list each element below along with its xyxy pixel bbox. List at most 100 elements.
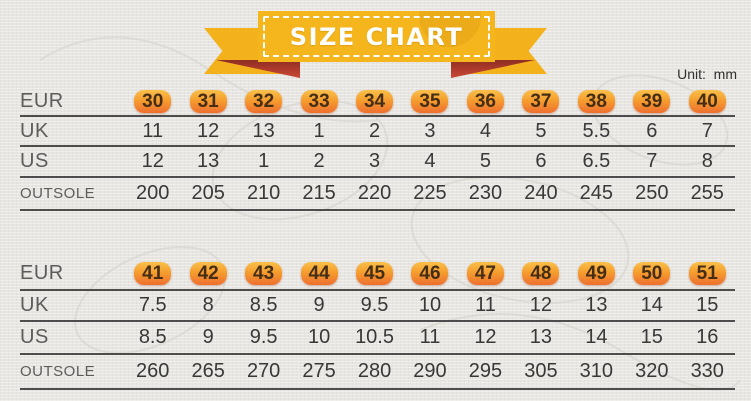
eur-size-badge: 30 xyxy=(134,89,172,113)
size-value: 47 xyxy=(458,261,513,285)
eur-size-badge: 37 xyxy=(522,89,560,113)
eur-size-badge: 35 xyxy=(411,89,449,113)
size-row-outsole: OUTSOLE 260 265 270 275 280 290 295 305 310 320 330 xyxy=(20,355,735,390)
size-value: 295 xyxy=(468,360,503,382)
size-value: 12 xyxy=(529,294,553,316)
size-value: 260 xyxy=(136,360,170,382)
size-value: 6 xyxy=(646,119,658,142)
size-value: 40 xyxy=(680,89,735,113)
size-value: 200 xyxy=(136,182,170,204)
size-value: 51 xyxy=(680,261,735,285)
size-value: 30 xyxy=(125,89,180,113)
size-value: 10.5 xyxy=(355,326,394,348)
size-value: 44 xyxy=(291,261,346,285)
size-value: 13 xyxy=(252,119,275,142)
size-value: 5 xyxy=(535,119,547,142)
size-row-uk: UK 11 12 13 1 2 3 4 5 5.5 6 7 xyxy=(20,117,735,147)
size-value: 4 xyxy=(479,119,491,142)
size-value: 240 xyxy=(524,182,558,204)
eur-size-badge: 49 xyxy=(577,261,615,285)
size-value: 290 xyxy=(413,360,447,382)
size-table-eur-41-51: EUR 41 42 43 44 45 46 47 48 49 50 51 UK 7.5 8 8.5 9 9.5 10… xyxy=(20,257,735,390)
size-value: 7 xyxy=(701,119,713,142)
size-value: 220 xyxy=(357,182,392,204)
size-value: 9 xyxy=(313,294,325,316)
row-label: OUTSOLE xyxy=(20,363,96,380)
eur-size-badge: 36 xyxy=(466,89,504,113)
size-row-eur: EUR 30 31 32 33 34 35 36 37 38 39 40 xyxy=(20,87,735,117)
size-value: 10 xyxy=(418,294,442,316)
row-label: UK xyxy=(20,119,49,142)
size-value: 49 xyxy=(569,261,624,285)
size-value: 15 xyxy=(640,326,663,348)
size-value: 7 xyxy=(646,150,658,172)
size-value: 265 xyxy=(191,360,225,382)
size-chart-banner: SIZE CHART xyxy=(258,11,495,62)
size-value: 210 xyxy=(246,182,281,204)
page-title: SIZE CHART xyxy=(289,22,464,51)
size-value: 305 xyxy=(524,360,558,382)
size-value: 8.5 xyxy=(138,326,167,348)
size-value: 3 xyxy=(368,150,381,172)
size-value: 205 xyxy=(191,182,225,204)
size-value: 4 xyxy=(424,150,436,172)
eur-size-badge: 50 xyxy=(633,261,671,285)
eur-size-badge: 33 xyxy=(300,89,338,113)
size-value: 50 xyxy=(624,261,679,285)
eur-size-badge: 43 xyxy=(245,261,283,285)
size-value: 245 xyxy=(579,182,614,204)
size-value: 48 xyxy=(513,261,568,285)
size-value: 16 xyxy=(696,326,719,348)
size-row-us: US 8.5 9 9.5 10 10.5 11 12 13 14 15 16 xyxy=(20,322,735,355)
size-value: 3 xyxy=(424,119,436,142)
eur-size-badge: 46 xyxy=(411,261,449,285)
row-label: US xyxy=(20,326,49,348)
size-row-uk: UK 7.5 8 8.5 9 9.5 10 11 12 13 14 15 xyxy=(20,291,735,322)
eur-size-badge: 31 xyxy=(189,89,227,113)
eur-size-badge: 45 xyxy=(356,261,394,285)
size-value: 11 xyxy=(475,294,496,316)
size-value: 250 xyxy=(635,182,669,204)
size-value: 10 xyxy=(307,326,331,348)
size-value: 230 xyxy=(468,182,503,204)
size-row-eur: EUR 41 42 43 44 45 46 47 48 49 50 51 xyxy=(20,257,735,291)
size-value: 9.5 xyxy=(249,326,278,348)
eur-size-badge: 38 xyxy=(577,89,615,113)
size-row-us: US 12 13 1 2 3 4 5 6 6.5 7 8 xyxy=(20,147,735,178)
size-value: 5.5 xyxy=(582,119,611,142)
size-value: 12 xyxy=(141,150,164,172)
size-value: 255 xyxy=(690,182,724,204)
size-value: 31 xyxy=(180,89,235,113)
size-value: 45 xyxy=(347,261,402,285)
size-value: 2 xyxy=(368,119,381,142)
size-value: 34 xyxy=(347,89,402,113)
eur-size-badge: 39 xyxy=(633,89,671,113)
size-value: 11 xyxy=(419,326,441,348)
size-value: 13 xyxy=(529,326,553,348)
size-value: 5 xyxy=(479,150,491,172)
size-value: 1 xyxy=(313,119,325,142)
size-value: 7.5 xyxy=(138,294,167,316)
row-label: EUR xyxy=(20,89,64,112)
size-value: 36 xyxy=(458,89,513,113)
size-row-outsole: OUTSOLE 200 205 210 215 220 225 230 240 245 250 255 xyxy=(20,178,735,211)
eur-size-badge: 48 xyxy=(522,261,560,285)
size-value: 6 xyxy=(535,150,547,172)
size-value: 280 xyxy=(357,360,392,382)
size-value: 9.5 xyxy=(360,294,389,316)
size-value: 14 xyxy=(585,326,608,348)
size-value: 12 xyxy=(197,119,220,142)
size-value: 9 xyxy=(202,326,214,348)
size-value: 2 xyxy=(313,150,325,172)
eur-size-badge: 44 xyxy=(300,261,338,285)
eur-size-badge: 41 xyxy=(134,261,172,285)
size-value: 41 xyxy=(125,261,180,285)
size-value: 11 xyxy=(142,119,164,142)
size-value: 8 xyxy=(202,294,214,316)
size-value: 275 xyxy=(302,360,336,382)
eur-size-badge: 51 xyxy=(688,261,726,285)
size-value: 14 xyxy=(640,294,663,316)
size-value: 46 xyxy=(402,261,457,285)
size-value: 13 xyxy=(585,294,608,316)
